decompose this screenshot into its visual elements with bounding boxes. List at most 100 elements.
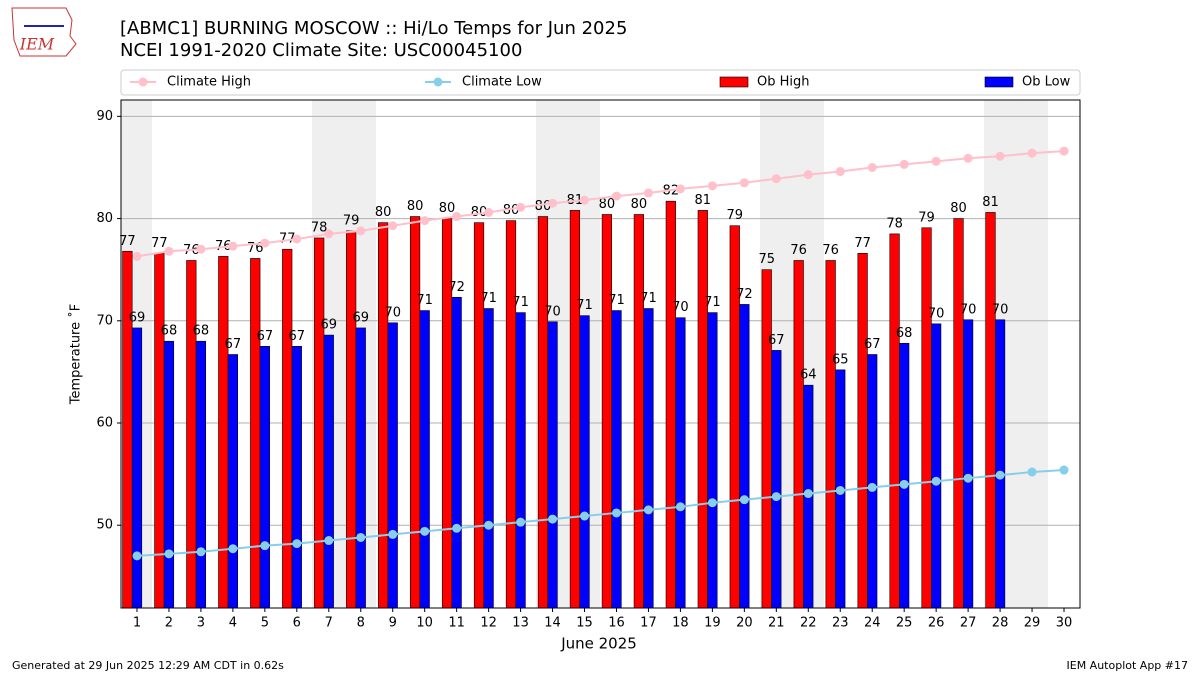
line-marker: [963, 153, 973, 163]
legend-box: [120, 69, 1081, 96]
line-marker: [388, 529, 398, 539]
x-tick-label: 15: [576, 616, 593, 631]
x-tick-label: 4: [229, 616, 237, 631]
line-marker: [580, 511, 590, 521]
x-tick-label: 17: [640, 616, 657, 631]
line-marker: [580, 195, 590, 205]
bar: [122, 250, 133, 609]
legend-label: Climate High: [167, 75, 251, 90]
line-marker: [899, 159, 909, 169]
legend-swatch: [984, 76, 1014, 88]
bar: [633, 214, 644, 609]
line-marker: [1027, 148, 1037, 158]
line-marker: [867, 482, 877, 492]
x-tick-label: 10: [416, 616, 433, 631]
x-tick-label: 25: [896, 616, 913, 631]
x-tick-label: 26: [928, 616, 945, 631]
line-marker: [132, 251, 142, 261]
bar: [505, 220, 517, 609]
data-label: 71: [640, 291, 657, 306]
bar: [451, 296, 462, 609]
line-marker: [867, 162, 877, 172]
line-marker: [963, 473, 973, 483]
data-label: 67: [289, 329, 306, 344]
data-label: 78: [311, 220, 328, 235]
line-marker: [548, 198, 558, 208]
data-label: 70: [544, 304, 561, 319]
x-tick-label: 28: [992, 616, 1009, 631]
bar: [569, 210, 581, 609]
line-marker: [164, 549, 174, 559]
bar: [483, 308, 494, 609]
legend-label: Climate Low: [462, 75, 542, 90]
x-tick-label: 6: [293, 616, 301, 631]
line-marker: [324, 536, 334, 546]
line-marker: [931, 476, 941, 486]
line-marker: [995, 151, 1005, 161]
x-tick-label: 8: [357, 616, 365, 631]
data-label: 68: [896, 326, 913, 341]
data-label: 80: [631, 197, 648, 212]
bar: [793, 260, 804, 609]
bar: [195, 340, 207, 609]
bar: [857, 253, 868, 609]
bar: [419, 310, 430, 609]
data-label: 71: [608, 293, 625, 308]
bar: [291, 346, 302, 609]
y-tick-label: 70: [96, 313, 113, 328]
bar: [931, 323, 942, 609]
data-label: 80: [599, 197, 616, 212]
y-tick-label: 50: [96, 518, 113, 533]
chart-subtitle: NCEI 1991-2020 Climate Site: USC00045100: [120, 40, 522, 61]
line-marker: [1059, 465, 1069, 475]
bar: [889, 233, 900, 609]
y-tick-label: 90: [96, 109, 113, 124]
line-marker: [707, 498, 717, 508]
line-marker: [164, 246, 174, 256]
bar: [675, 317, 686, 609]
x-axis-label: June 2025: [560, 635, 637, 653]
data-label: 71: [416, 293, 433, 308]
line-marker: [516, 202, 526, 212]
line-marker: [292, 234, 302, 244]
bar: [643, 308, 654, 609]
data-label: 76: [790, 243, 807, 258]
data-label: 71: [576, 298, 593, 313]
bar: [314, 237, 325, 609]
line-marker: [739, 495, 749, 505]
x-tick-label: 12: [480, 616, 497, 631]
line-marker: [1059, 146, 1069, 156]
data-label: 71: [512, 295, 529, 310]
bar: [346, 230, 357, 609]
line-marker: [643, 188, 653, 198]
data-label: 80: [375, 205, 392, 220]
bar: [473, 222, 485, 609]
bar: [131, 327, 143, 609]
line-marker: [452, 523, 462, 533]
line-marker: [356, 532, 366, 542]
bar: [537, 216, 549, 609]
y-axis-label: Temperature ˚F: [68, 304, 84, 405]
data-label: 71: [704, 295, 721, 310]
data-label: 69: [321, 318, 338, 333]
x-tick-label: 1: [133, 616, 141, 631]
line-marker: [995, 470, 1005, 480]
line-marker: [452, 212, 462, 222]
line-marker: [548, 514, 558, 524]
data-label: 80: [503, 203, 520, 218]
chart-title: [ABMC1] BURNING MOSCOW :: Hi/Lo Temps fo…: [120, 18, 627, 39]
x-tick-label: 22: [800, 616, 817, 631]
data-label: 75: [758, 252, 775, 267]
bar: [378, 222, 389, 609]
bar: [163, 340, 175, 609]
line-marker: [803, 489, 813, 499]
x-tick-label: 13: [512, 616, 529, 631]
data-label: 69: [352, 310, 369, 325]
bar: [259, 346, 270, 609]
line-marker: [707, 181, 717, 191]
legend-marker: [138, 77, 148, 87]
bar: [250, 258, 261, 609]
bar: [611, 310, 622, 609]
bar: [409, 216, 421, 609]
data-label: 70: [672, 300, 689, 315]
